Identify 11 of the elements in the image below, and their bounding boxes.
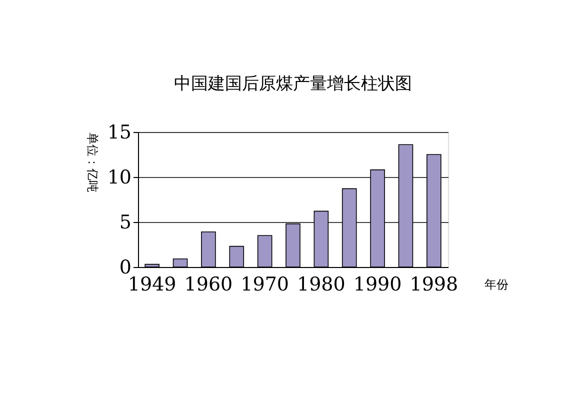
x-tick-label: 1990 [353,274,402,296]
x-tick-label: 1970 [240,274,289,296]
y-tick-label: 10 [107,166,132,188]
y-axis-title: 单位：亿吨 [85,132,100,192]
x-tick-label: 1980 [297,274,346,296]
chart-title: 中国建国后原煤产量增长柱状图 [174,74,412,94]
x-tick-label: 1960 [184,274,233,296]
x-tick-label: 1998 [410,274,458,296]
y-tick-label: 15 [107,122,132,144]
y-tick-label: 5 [119,212,132,234]
x-axis-title: 年份 [484,278,508,292]
